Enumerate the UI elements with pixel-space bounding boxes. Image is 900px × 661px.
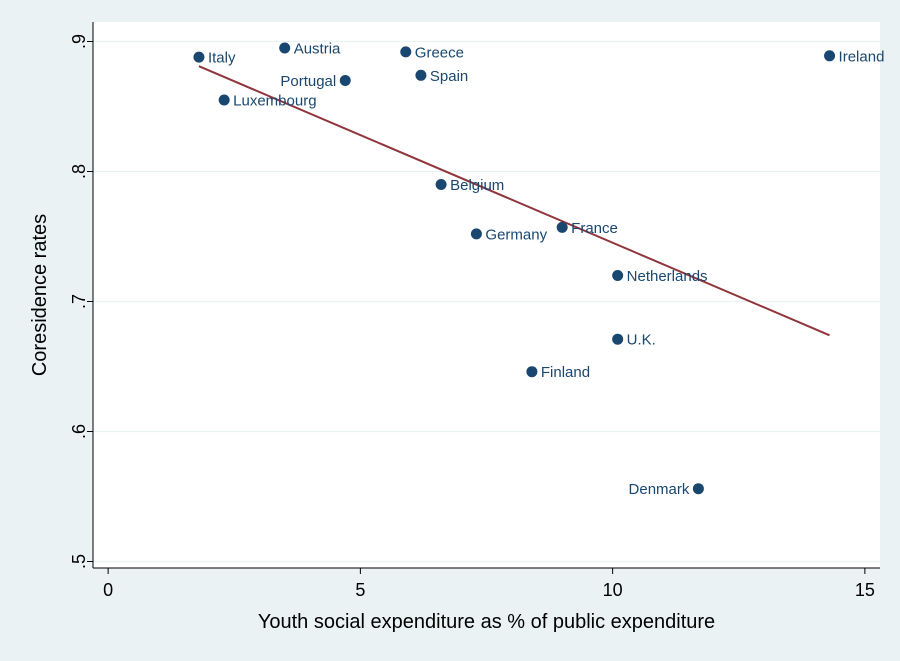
y-tick-label: .5 — [69, 554, 89, 569]
data-point — [339, 75, 351, 86]
y-tick-label: .7 — [69, 294, 89, 309]
fit-line — [198, 65, 830, 337]
plot-area — [93, 22, 880, 568]
point-label: Germany — [485, 226, 547, 243]
x-tick-label: 10 — [603, 580, 623, 600]
data-point — [556, 221, 568, 233]
gridlines — [93, 40, 880, 563]
data-point — [612, 333, 624, 345]
point-label: Finland — [541, 364, 590, 381]
x-axis-label: Youth social expenditure as % of public … — [258, 611, 715, 633]
data-point — [415, 69, 427, 81]
point-label: Portugal — [280, 73, 336, 90]
data-point — [824, 50, 836, 62]
x-tick-label: 15 — [855, 580, 875, 600]
point-label: Italy — [208, 50, 236, 67]
y-tick-label: .6 — [69, 424, 89, 439]
point-label: Belgium — [450, 177, 504, 194]
x-axis-ticks: 0 5 10 15 — [103, 568, 875, 600]
data-point — [193, 51, 205, 63]
data-points — [193, 42, 836, 495]
point-label: Spain — [430, 68, 468, 85]
data-point — [612, 270, 624, 281]
y-tick-label: .9 — [69, 34, 89, 49]
y-tick-label: .8 — [69, 164, 89, 179]
point-label: Luxembourg — [233, 93, 316, 110]
data-point — [470, 228, 482, 240]
data-point — [218, 94, 230, 106]
point-label: Netherlands — [627, 268, 708, 285]
y-axis-ticks: .5 .6 .7 .8 .9 — [69, 34, 93, 569]
data-point — [279, 42, 291, 54]
point-label: Denmark — [629, 481, 690, 498]
data-point — [400, 46, 412, 58]
point-label: Austria — [294, 41, 341, 58]
point-label: France — [571, 220, 618, 237]
point-label: U.K. — [627, 332, 656, 349]
data-point — [526, 366, 538, 378]
point-labels: Italy Austria Greece Ireland Portugal Spain Lu… — [208, 41, 884, 499]
x-tick-label: 0 — [103, 580, 113, 600]
point-label: Ireland — [839, 48, 885, 65]
y-axis-label: Coresidence rates — [29, 214, 51, 376]
data-point — [692, 483, 704, 495]
data-point — [435, 179, 447, 190]
point-label: Greece — [415, 44, 464, 61]
x-tick-label: 5 — [355, 580, 365, 600]
